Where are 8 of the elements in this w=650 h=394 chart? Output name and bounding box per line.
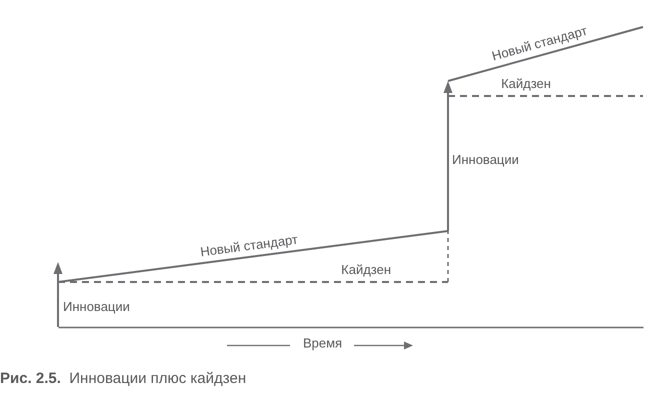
annotation: Инновации (63, 299, 130, 314)
text: Новый стандарт (199, 232, 299, 260)
annotation: Инновации (452, 152, 519, 167)
text: Рис. 2.5. Инновации плюс кайдзен (0, 370, 246, 387)
series-label: Кайдзен (341, 262, 392, 277)
x-axis-title: Время (302, 336, 342, 350)
text: Новый стандарт (490, 22, 589, 64)
series-label: Кайдзен (501, 76, 551, 91)
